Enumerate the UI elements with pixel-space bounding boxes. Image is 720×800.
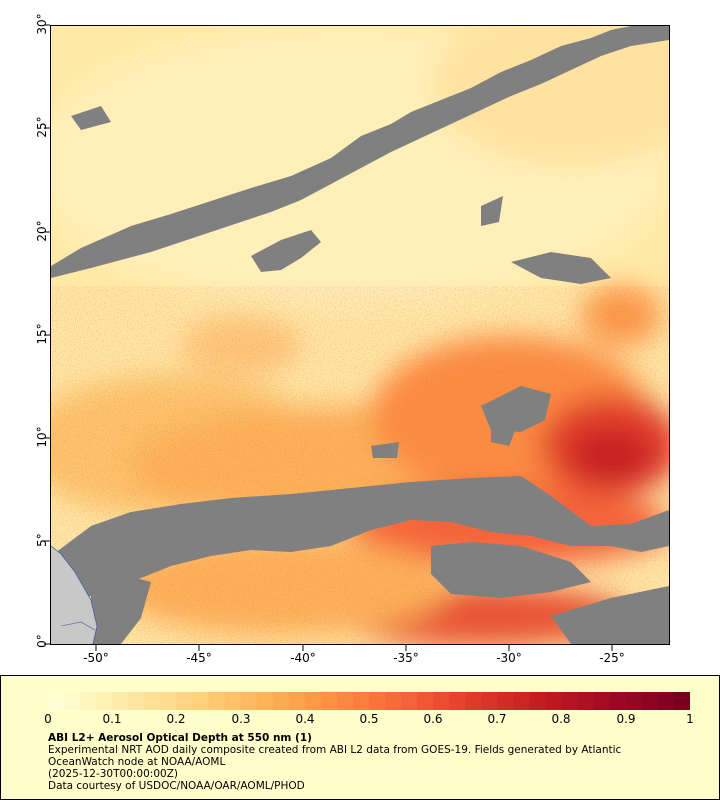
aod-map (50, 25, 670, 645)
colorbar-step (128, 692, 145, 710)
colorbar-step (192, 692, 209, 710)
y-tick-label: 15° (35, 323, 49, 345)
colorbar-step (513, 692, 530, 710)
colorbar-tick-label: 0.9 (616, 712, 636, 726)
colorbar-step (320, 692, 338, 710)
colorbar-step (433, 692, 450, 710)
colorbar-step (577, 692, 595, 710)
colorbar-step (497, 692, 514, 710)
colorbar-step (144, 692, 161, 710)
aod-map-image (51, 26, 669, 644)
colorbar-tick-label: 1 (686, 712, 694, 726)
y-tick-label: 0° (35, 634, 49, 648)
colorbar-step (593, 692, 611, 710)
colorbar-step (48, 692, 65, 710)
x-tick-label: -40° (290, 651, 316, 665)
colorbar-step (641, 692, 659, 710)
colorbar-step (176, 692, 193, 710)
legend-text: ABI L2+ Aerosol Optical Depth at 550 nm … (48, 732, 688, 792)
colorbar-step (288, 692, 306, 710)
colorbar-step (80, 692, 97, 710)
y-tick-label: 30° (35, 13, 49, 35)
colorbar-step (625, 692, 643, 710)
colorbar-tick-label: 0.8 (551, 712, 571, 726)
colorbar-tick-label: 0.6 (423, 712, 443, 726)
legend-timestamp: (2025-12-30T00:00:00Z) (48, 768, 178, 780)
x-tick-label: -50° (83, 651, 109, 665)
colorbar-tick-label: 0.1 (102, 712, 122, 726)
legend-panel: 0 0.1 0.2 0.3 0.4 0.5 0.6 0.7 0.8 0.9 1 … (0, 675, 720, 800)
x-tick-label: -25° (599, 651, 625, 665)
colorbar-step (609, 692, 627, 710)
legend-credit: Data courtesy of USDOC/NOAA/OAR/AOML/PHO… (48, 780, 305, 792)
colorbar-step (561, 692, 579, 710)
colorbar-step (369, 692, 386, 710)
axis-ticks (44, 24, 613, 651)
colorbar-step (112, 692, 129, 710)
y-tick-label: 20° (35, 220, 49, 242)
colorbar-step (64, 692, 81, 710)
colorbar-step (304, 692, 322, 710)
colorbar-tick-label: 0.5 (359, 712, 379, 726)
y-tick-label: 25° (35, 116, 49, 138)
colorbar-tick-label: 0.2 (166, 712, 186, 726)
colorbar-step (256, 692, 274, 710)
colorbar-step (96, 692, 113, 710)
colorbar-step (673, 692, 690, 710)
colorbar-step (465, 692, 482, 710)
colorbar-step (160, 692, 177, 710)
colorbar-step (336, 692, 354, 710)
colorbar-step (240, 692, 258, 710)
colorbar-step (272, 692, 290, 710)
colorbar-step (352, 692, 370, 710)
colorbar-tick-label: 0 (44, 712, 52, 726)
colorbar-step (481, 692, 498, 710)
x-tick-label: -30° (496, 651, 522, 665)
colorbar-step (208, 692, 226, 710)
colorbar-step (401, 692, 418, 710)
y-tick-label: 5° (35, 533, 49, 547)
colorbar-tick-label: 0.4 (295, 712, 315, 726)
colorbar-step (417, 692, 434, 710)
colorbar-step (385, 692, 402, 710)
colorbar-step (529, 692, 547, 710)
x-tick-label: -35° (393, 651, 419, 665)
colorbar (48, 692, 690, 710)
colorbar-step (224, 692, 242, 710)
colorbar-step (449, 692, 466, 710)
legend-title: ABI L2+ Aerosol Optical Depth at 550 nm … (48, 732, 312, 744)
colorbar-step (545, 692, 563, 710)
colorbar-tick-label: 0.3 (231, 712, 251, 726)
colorbar-tick-label: 0.7 (487, 712, 507, 726)
colorbar-step (657, 692, 675, 710)
y-tick-label: 10° (35, 426, 49, 448)
x-tick-label: -45° (186, 651, 212, 665)
legend-description: Experimental NRT AOD daily composite cre… (48, 744, 622, 768)
